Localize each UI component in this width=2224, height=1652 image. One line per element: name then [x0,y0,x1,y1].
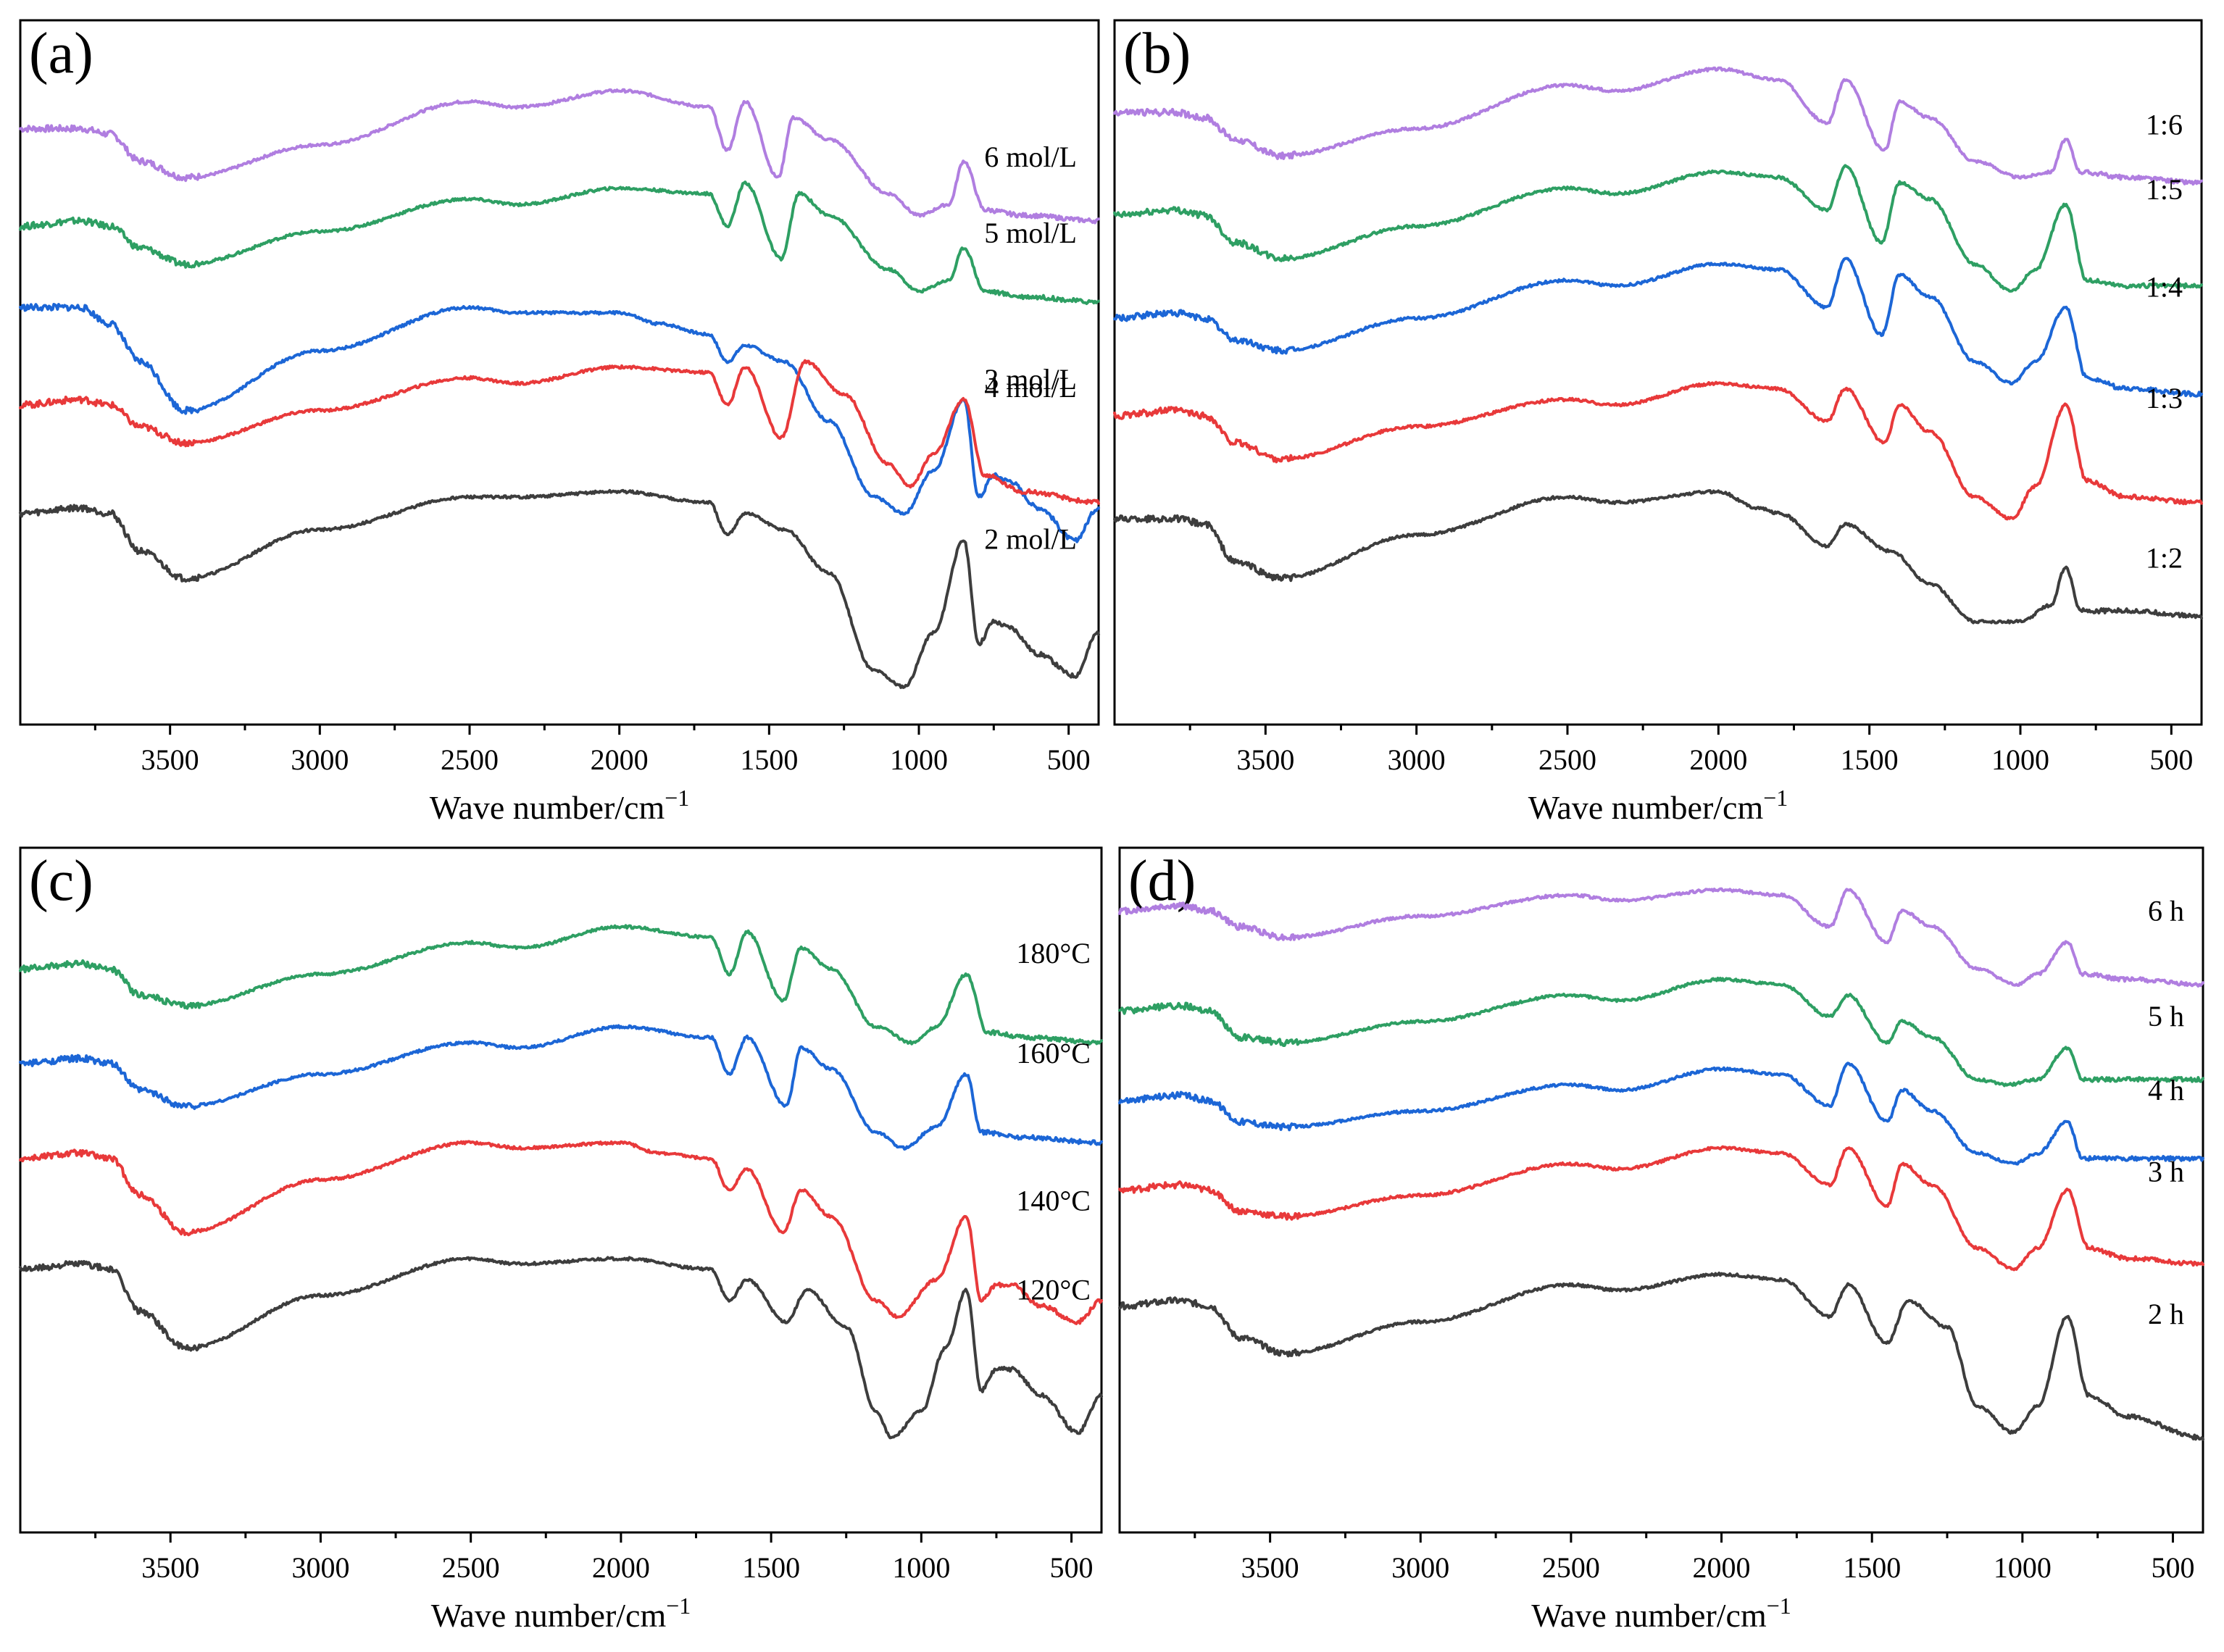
series-line [1113,164,2203,293]
x-axis-ticks: 3500 3000 2500 2000 1500 1000 500 [1194,1532,2194,1584]
x-axis-ticks: 3500 3000 2500 2000 1500 1000 500 [93,725,1091,776]
series-label: 120°C [1016,1274,1091,1306]
plot-frame [1113,19,2203,726]
x-tick-label: 2000 [1693,1551,1751,1584]
x-axis-label-text: Wave number/cm [1531,1597,1767,1634]
x-tick-label: 1000 [890,743,948,776]
series-label: 1:2 [2146,542,2183,575]
panel-label: (b) [1123,22,1191,85]
series-label: 2 h [2148,1298,2184,1330]
series-label: 3 h [2148,1155,2184,1188]
x-tick-label: 2000 [592,1551,650,1584]
panel-label: (c) [29,849,93,913]
series-line [19,1140,1103,1325]
x-tick-label: 3000 [291,743,349,776]
x-tick-label: 2500 [1542,1551,1600,1584]
plot-frame [19,19,1100,726]
plot-frame [1118,846,2204,1534]
x-tick-label: 1500 [740,743,798,776]
series-line [1118,1061,2204,1166]
panel-a: 3500 3000 2500 2000 1500 1000 500 Wave number/c… [19,19,1100,826]
series-label: 5 mol/L [984,217,1077,249]
panel-label: (a) [29,22,93,85]
series-line [1113,66,2203,186]
x-tick-label: 500 [2149,743,2193,776]
series-label: 1:3 [2146,382,2183,414]
x-tick-label: 1500 [1843,1551,1901,1584]
x-axis-label: Wave number/cm−1 [431,1593,691,1634]
series-label: 4 mol/L [984,371,1077,404]
x-axis-ticks: 3500 3000 2500 2000 1500 1000 500 [1188,725,2193,776]
series-line [19,303,1100,543]
x-axis-ticks: 3500 3000 2500 2000 1500 1000 500 [94,1532,1094,1584]
x-tick-label: 2500 [1538,743,1596,776]
panel-b: 3500 3000 2500 2000 1500 1000 500 Wave number/c… [1113,19,2203,826]
x-axis-label-text: Wave number/cm [431,1597,667,1634]
series-line [1113,380,2203,521]
series-line [1118,977,2204,1088]
series-line [19,180,1100,305]
series-label: 3 mol/L [984,363,1077,396]
series-line [1113,256,2203,398]
x-tick-label: 3500 [1236,743,1294,776]
x-tick-label: 1000 [1994,1551,2052,1584]
series-line [1118,1272,2204,1441]
series-line [1118,1145,2204,1272]
series-line [19,359,1100,505]
x-tick-label: 3000 [291,1551,349,1584]
x-tick-label: 1500 [742,1551,800,1584]
series-line [19,488,1100,689]
series-line [1113,489,2203,625]
x-tick-label: 2000 [1689,743,1747,776]
x-tick-label: 500 [1050,1551,1094,1584]
x-tick-label: 2500 [442,1551,500,1584]
x-axis-label-text: Wave number/cm [430,789,665,826]
series-label: 1:6 [2146,108,2183,141]
x-axis-label-unit-exponent: −1 [665,785,689,811]
x-axis-label-text: Wave number/cm [1528,789,1764,826]
plot-frame [19,846,1103,1534]
x-tick-label: 500 [2151,1551,2194,1584]
series-line [19,88,1100,225]
x-tick-label: 3500 [1241,1551,1299,1584]
x-tick-label: 1000 [1991,743,2049,776]
series-label: 4 h [2148,1074,2184,1106]
series-line [19,1024,1103,1151]
x-tick-label: 2000 [591,743,649,776]
series-label: 6 mol/L [984,141,1077,173]
series-label: 2 mol/L [984,522,1077,555]
x-axis-label: Wave number/cm−1 [1531,1593,1791,1634]
x-tick-label: 3000 [1391,1551,1449,1584]
series-label: 5 h [2148,1000,2184,1032]
series-label: 180°C [1016,937,1091,969]
x-tick-label: 2500 [441,743,499,776]
series-label: 6 h [2148,895,2184,927]
panel-d: 3500 3000 2500 2000 1500 1000 500 Wave number/c… [1118,846,2204,1634]
x-tick-label: 3500 [141,743,199,776]
x-axis-label-unit-exponent: −1 [1767,1593,1791,1619]
series-label: 140°C [1016,1184,1091,1217]
series-label: 160°C [1016,1037,1091,1069]
series-line [1118,887,2204,988]
series-label: 1:5 [2146,173,2183,206]
x-axis-label-unit-exponent: −1 [1763,785,1788,811]
x-tick-label: 1500 [1841,743,1899,776]
x-tick-label: 3000 [1388,743,1446,776]
series-line [19,1256,1103,1440]
x-tick-label: 1000 [892,1551,950,1584]
x-tick-label: 3500 [141,1551,199,1584]
x-tick-label: 500 [1047,743,1091,776]
panel-c: 3500 3000 2500 2000 1500 1000 500 Wave number/c… [19,846,1103,1634]
x-axis-label: Wave number/cm−1 [1528,785,1788,826]
x-axis-label-unit-exponent: −1 [666,1593,691,1619]
x-axis-label: Wave number/cm−1 [430,785,690,826]
series-label: 1:4 [2146,271,2183,304]
panel-label: (d) [1128,849,1196,913]
series-line [19,924,1103,1046]
